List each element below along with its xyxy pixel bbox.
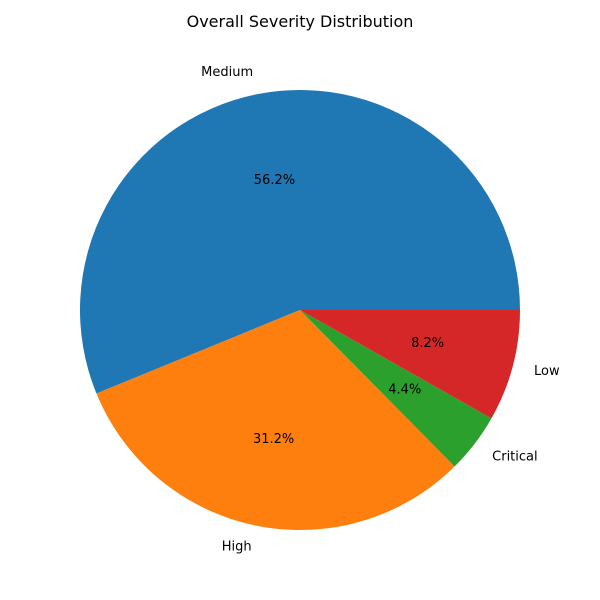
pie-slice-medium <box>79 89 520 394</box>
pie-slices <box>79 89 520 530</box>
pie-labels: Medium 56.2% High 31.2% Critical 4.4% Low 8.2% <box>201 65 560 555</box>
slice-label-critical: Critical <box>492 450 537 465</box>
slice-value-high: 31.2% <box>253 432 294 447</box>
slice-value-critical: 4.4% <box>388 383 421 398</box>
pie-slice-critical <box>300 310 492 467</box>
slice-value-low: 8.2% <box>411 336 444 351</box>
pie-slice-low <box>300 310 520 419</box>
slice-value-medium: 56.2% <box>254 173 295 188</box>
slice-label-low: Low <box>534 364 560 379</box>
chart-title: Overall Severity Distribution <box>187 12 414 31</box>
pie-slice-high <box>96 310 455 530</box>
slice-label-high: High <box>222 540 252 555</box>
slice-label-medium: Medium <box>201 65 253 80</box>
